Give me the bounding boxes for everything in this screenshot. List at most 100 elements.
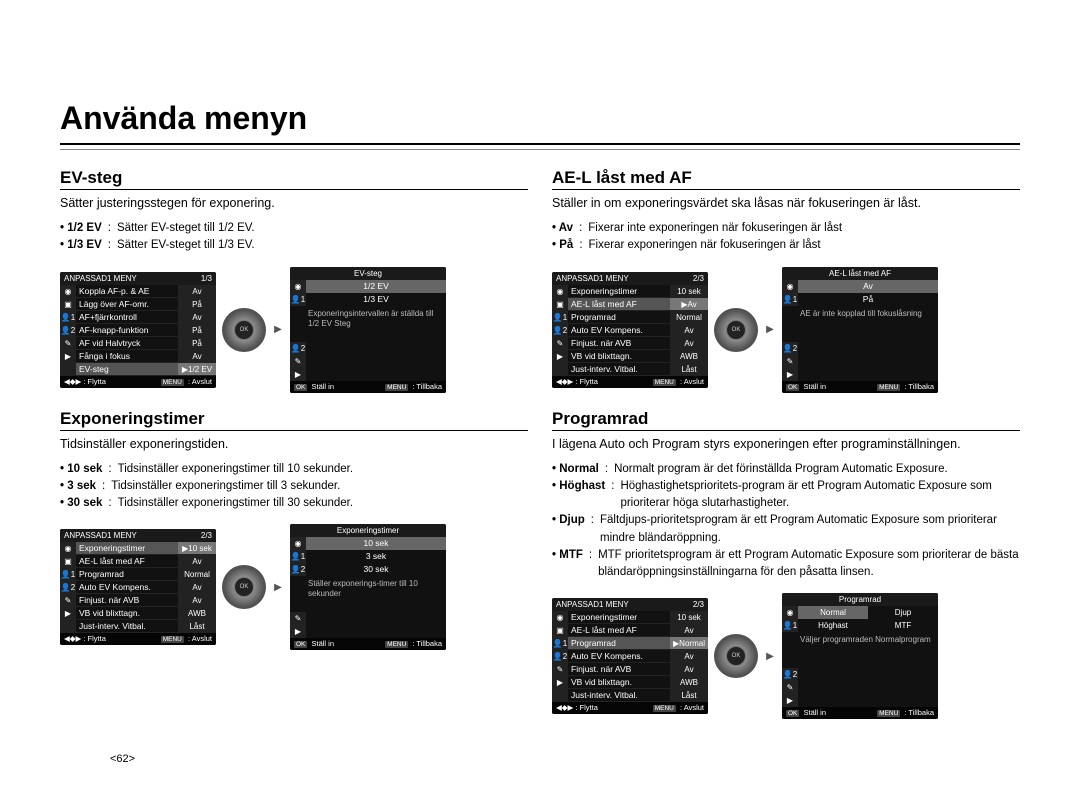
menu-footer: ◀◆▶ : FlyttaMENU : Avslut <box>60 633 216 645</box>
menu-header: ANPASSAD1 MENY2/3 <box>60 529 216 542</box>
camera-menu-screen: ANPASSAD1 MENY2/3◉Exponeringstimer10 sek… <box>552 598 708 714</box>
row-icon <box>60 620 76 632</box>
footer-right: MENU : Tillbaka <box>385 382 442 391</box>
arrow-right-icon: ▶ <box>764 324 776 335</box>
row-label: Programrad <box>76 568 178 580</box>
camera-menu-screen: ANPASSAD1 MENY1/3◉Koppla AF-p. & AEAv▣Lä… <box>60 272 216 388</box>
page-number: <62> <box>110 753 135 765</box>
menu-footer: ◀◆▶ : FlyttaMENU : Avslut <box>60 376 216 388</box>
submenu-header: Exponeringstimer <box>290 524 446 537</box>
option-icon: ◉ <box>782 280 798 293</box>
menu-header: ANPASSAD1 MENY 2/3 <box>552 272 708 285</box>
row-label: Just-interv. Vitbal. <box>568 363 670 375</box>
bullet-item: 30 sek:Tidsinställer exponeringstimer ti… <box>60 495 528 512</box>
spacer <box>306 612 446 625</box>
row-icon: ▶ <box>552 676 568 688</box>
menu-row-item: 👤2Auto EV Kompens.Av <box>552 324 708 337</box>
right-column: AE-L låst med AF Ställer in om exponerin… <box>552 164 1020 735</box>
option-grid-row: ◉NormalDjup <box>782 606 938 619</box>
row-icon: 👤1 <box>60 311 76 323</box>
row-value: AWB <box>178 607 216 619</box>
spacer-row: ▶ <box>290 368 446 381</box>
menu-title: ANPASSAD1 MENY <box>556 274 629 283</box>
footer-right: MENU : Avslut <box>653 703 704 712</box>
spacer-row: ✎ <box>290 612 446 625</box>
submenu-header: Programrad <box>782 593 938 606</box>
bullet-desc: Fixerar inte exponeringen när fokusering… <box>588 220 842 237</box>
spacer-row: ▶ <box>290 625 446 638</box>
option-cell: Normal <box>798 606 868 619</box>
row-icon: ▶ <box>782 694 798 707</box>
submenu-footer: OK Ställ inMENU : Tillbaka <box>782 707 938 719</box>
option-row: 👤11/3 EV <box>290 293 446 306</box>
spacer <box>798 368 938 381</box>
option-label: 10 sek <box>306 537 446 550</box>
row-icon: 👤2 <box>782 668 798 681</box>
bullet-item: Höghast:Höghastighetsprioritets-program … <box>552 478 1020 513</box>
menu-page: 1/3 <box>201 274 212 283</box>
bullet-colon: : <box>583 547 598 582</box>
footer-right: MENU : Avslut <box>161 634 212 643</box>
section-desc: Tidsinställer exponeringstiden. <box>60 437 528 451</box>
row-icon: ✎ <box>782 355 798 368</box>
bullet-item: 3 sek:Tidsinställer exponeringstimer til… <box>60 478 528 495</box>
footer-right: MENU : Tillbaka <box>877 708 934 717</box>
menu-row-item: 👤2Auto EV Kompens.Av <box>60 581 216 594</box>
bullet-item: 10 sek:Tidsinställer exponeringstimer ti… <box>60 461 528 478</box>
row-icon: ▶ <box>782 368 798 381</box>
arrow-right-icon: ▶ <box>272 324 284 335</box>
menu-row-item: 👤1AF+fjärrkontrollAv <box>60 311 216 324</box>
section-underline <box>552 430 1020 431</box>
menu-footer: ◀◆▶ : FlyttaMENU : Avslut <box>552 376 708 388</box>
bullet-desc: Sätter EV-steget till 1/2 EV. <box>117 220 255 237</box>
menu-header: ANPASSAD1 MENY1/3 <box>60 272 216 285</box>
row-label: Exponeringstimer <box>568 285 670 297</box>
bullet-desc: Sätter EV-steget till 1/3 EV. <box>117 237 255 254</box>
submenu-header: EV-steg <box>290 267 446 280</box>
bullet-desc: Tidsinställer exponeringstimer till 30 s… <box>118 495 353 512</box>
row-icon: 👤2 <box>290 342 306 355</box>
row-value: Av <box>178 285 216 297</box>
menu-row-item: ✎Finjust. när AVBAv <box>552 663 708 676</box>
row-label: Lägg över AF-omr. <box>76 298 178 310</box>
menu-row-item: ▶VB vid blixttagn.AWB <box>552 676 708 689</box>
row-label: Fånga i fokus <box>76 350 178 362</box>
menu-page: 2/3 <box>693 274 704 283</box>
spacer <box>798 355 938 368</box>
row-value: Normal <box>670 311 708 323</box>
menu-page: 2/3 <box>693 600 704 609</box>
camera-menu-screen: ANPASSAD1 MENY2/3◉Exponeringstimer▶10 se… <box>60 529 216 645</box>
section-title-programrad: Programrad <box>552 409 1020 429</box>
row-icon: 👤2 <box>60 324 76 336</box>
spacer-row: ✎ <box>782 355 938 368</box>
row-icon: ▶ <box>60 350 76 362</box>
row-label: Finjust. när AVB <box>568 663 670 675</box>
bullet-item: 1/3 EV:Sätter EV-steget till 1/3 EV. <box>60 237 528 254</box>
menu-row-item: ▣AE-L låst med AF▶Av <box>552 298 708 311</box>
row-value: Av <box>178 555 216 567</box>
row-icon: ◉ <box>60 542 76 554</box>
bullet-desc: Fixerar exponeringen när fokuseringen är… <box>589 237 821 254</box>
bullet-colon: : <box>96 478 111 495</box>
menu-row-item: ▣AE-L låst med AFAv <box>552 624 708 637</box>
spacer <box>798 668 938 681</box>
divider-thick <box>60 143 1020 145</box>
row-icon: ▣ <box>60 298 76 310</box>
row-value: Normal <box>178 568 216 580</box>
menu-row-item: Just-interv. Vitbal.Låst <box>552 363 708 376</box>
row-label: Auto EV Kompens. <box>76 581 178 593</box>
option-row: 👤230 sek <box>290 563 446 576</box>
option-label: Av <box>798 280 938 293</box>
bullet-colon: : <box>605 478 620 513</box>
row-icon: ▣ <box>60 555 76 567</box>
row-value: Låst <box>670 689 708 701</box>
dial-icon <box>222 565 266 609</box>
row-value: Låst <box>670 363 708 375</box>
row-icon: ▶ <box>290 368 306 381</box>
option-icon: ◉ <box>290 280 306 293</box>
row-label: Programrad <box>568 637 670 649</box>
bullet-label: På <box>552 237 573 254</box>
option-icon: ◉ <box>290 537 306 550</box>
row-value: Av <box>670 650 708 662</box>
bullet-item: Normal:Normalt program är det förinställ… <box>552 461 1020 478</box>
